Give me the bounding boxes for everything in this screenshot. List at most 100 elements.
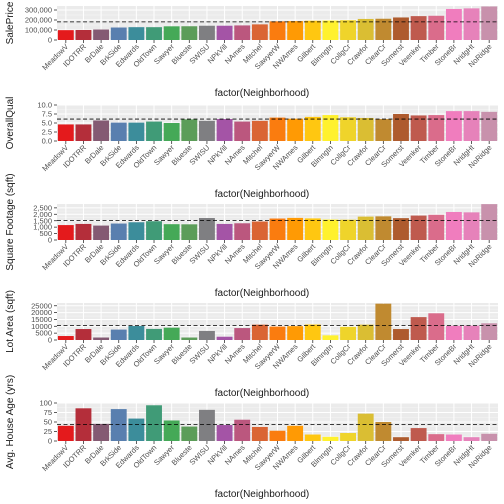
bar-noridge [481,323,498,340]
bar-swisu [199,218,215,240]
y-tick-label: 0.0 [42,137,52,146]
bar-idotrr [75,124,92,141]
bar-somerst [393,17,409,40]
bar-timber [428,15,445,41]
bar-blmngtn [322,20,339,40]
bar-blueste [181,26,198,40]
bar-stonebr [445,111,462,141]
bar-blmngtn [322,335,339,340]
bar-stonebr [445,8,462,40]
bar-brkside [110,223,127,240]
bar-somerst [393,114,409,141]
bar-swisu [199,120,215,141]
bar-idotrr [75,223,92,240]
bar-mitchel [251,426,268,441]
bar-npkvill [216,119,233,141]
y-tick-label: 25000 [31,301,52,310]
bar-nwames [287,118,304,141]
bar-timber [428,313,445,340]
bar-meadowv [57,425,74,441]
x-axis-title: factor(Neighborhood) [215,489,310,500]
bar-sawyerw [269,21,286,40]
bar-edwards [128,222,145,240]
bar-nridght [463,212,480,240]
bar-brkside [110,27,127,40]
bar-crawfor [357,117,374,141]
bar-clearcr [375,119,392,141]
y-tick-label: 100 [39,399,52,408]
y-tick-label: 0 [48,236,52,245]
bar-blueste [181,224,198,240]
bar-clearcr [375,303,392,340]
bar-brdale [93,225,110,240]
y-tick-label: 0 [48,437,52,446]
y-tick-label: 7.5 [42,110,52,119]
bar-sawyer [163,224,180,240]
bar-gilbert [304,218,321,240]
bar-noridge [481,6,498,40]
bar-oldtown [146,221,162,240]
bar-crawfor [357,18,374,40]
bar-npkvill [216,25,233,40]
bar-nwames [287,425,304,441]
bar-brkside [110,122,127,141]
bar-stonebr [445,325,462,340]
bar-sawyerw [269,326,286,340]
bar-crawfor [357,324,374,340]
x-axis-title: factor(Neighborhood) [215,189,310,200]
bar-meadowv [57,124,74,141]
bar-somerst [393,437,409,441]
bar-brdale [93,337,110,340]
bar-collgcr [340,20,356,40]
bar-crawfor [357,413,374,441]
x-axis-title: factor(Neighborhood) [215,388,310,399]
bar-veenker [410,16,427,40]
bar-nwames [287,217,304,240]
bar-clearcr [375,216,392,240]
bar-names [234,223,251,240]
bar-collgcr [340,433,356,441]
y-tick-label: 2.5 [42,128,52,137]
bar-collgcr [340,219,356,240]
panel-1: 0100,000200,000300,000MeadowVIDOTRRBrDal… [5,1,498,99]
bar-nwames [287,21,304,40]
bar-oldtown [146,405,162,441]
bar-veenker [410,215,427,240]
bar-edwards [128,326,145,340]
bar-stonebr [445,434,462,441]
bar-nwames [287,326,304,340]
bar-blueste [181,426,198,441]
bar-blmngtn [322,436,339,441]
bar-edwards [128,27,145,40]
bar-brdale [93,423,110,441]
bar-sawyer [163,327,180,340]
y-tick-label: 0 [48,36,52,45]
bar-timber [428,115,445,141]
bar-swisu [199,25,215,40]
y-tick-label: 5000 [35,329,52,338]
bar-clearcr [375,422,392,441]
bar-gilbert [304,324,321,340]
bar-oldtown [146,121,162,141]
y-tick-label: 2,000 [33,210,52,219]
bar-mitchel [251,324,268,340]
bar-brdale [93,29,110,40]
y-tick-label: 200,000 [25,16,52,25]
bar-idotrr [75,329,92,340]
bar-idotrr [75,29,92,40]
bar-edwards [128,122,145,141]
bar-npkvill [216,425,233,441]
bar-collgcr [340,117,356,141]
bar-sawyerw [269,117,286,141]
bar-sawyer [163,123,180,141]
bar-meadowv [57,30,74,40]
y-tick-label: 0 [48,336,52,345]
bar-swisu [199,330,215,340]
bar-noridge [481,433,498,441]
y-axis-title: Lot Area (sqft) [5,290,16,353]
panel-4: 0500010000150002000025000MeadowVIDOTRRBr… [5,290,498,399]
y-tick-label: 20000 [31,308,52,317]
bar-brdale [93,120,110,141]
